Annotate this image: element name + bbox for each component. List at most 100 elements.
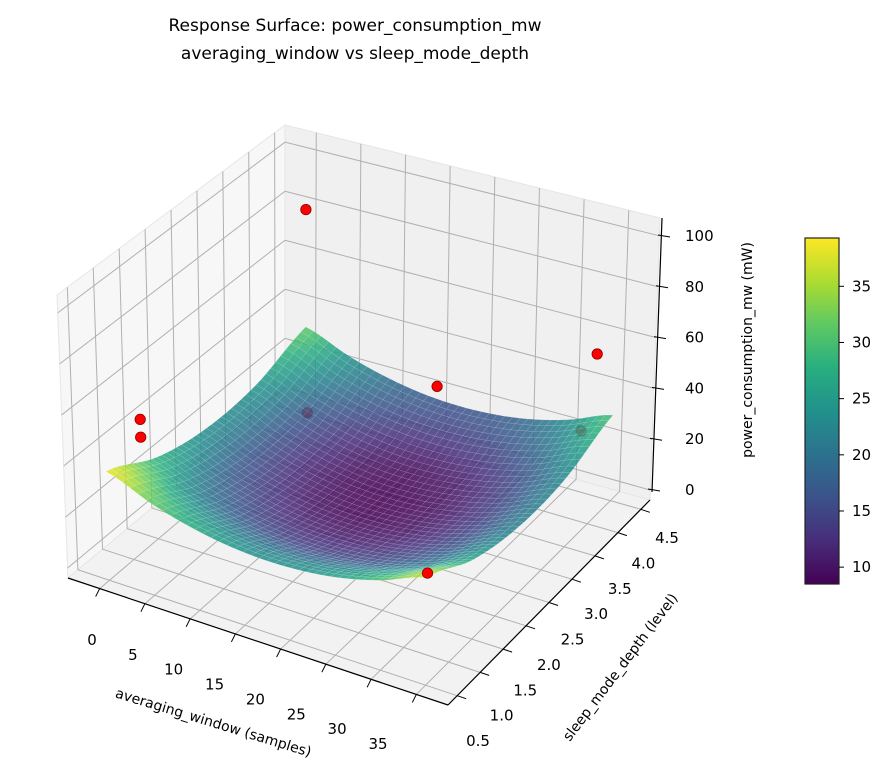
x-tick-label: 30 bbox=[328, 720, 347, 738]
grid-line-y-floor bbox=[77, 569, 458, 697]
grid-line-x-backwall bbox=[445, 165, 451, 443]
y-tick-label: 4.0 bbox=[631, 554, 655, 572]
z-tick-mark bbox=[657, 234, 671, 238]
y-tick-label: 2.5 bbox=[561, 631, 585, 649]
surface-patch bbox=[520, 512, 534, 519]
surface-patch bbox=[446, 564, 460, 567]
surface-patch bbox=[496, 533, 511, 539]
grid-line-z-leftwall bbox=[59, 190, 286, 365]
colorbar-tick-label: 15 bbox=[852, 502, 871, 520]
data-point bbox=[300, 204, 312, 216]
data-point bbox=[431, 380, 443, 392]
y-tick-mark bbox=[502, 648, 513, 653]
y-tick-label: 2.0 bbox=[537, 656, 561, 674]
surface-patch bbox=[437, 567, 450, 570]
z-tick-mark bbox=[649, 437, 663, 441]
surface-patch bbox=[534, 498, 548, 505]
surface-patch bbox=[455, 561, 469, 565]
grid-line-z-backwall bbox=[284, 288, 655, 389]
colorbar-gradient bbox=[804, 237, 840, 585]
x-tick-label: 35 bbox=[368, 735, 387, 753]
y-tick-mark bbox=[525, 625, 536, 630]
y-tick-mark bbox=[479, 671, 490, 676]
colorbar-tick-label: 20 bbox=[852, 446, 871, 464]
x-tick-mark bbox=[276, 648, 282, 658]
x-tick-mark bbox=[366, 679, 372, 688]
surface-patch bbox=[492, 537, 507, 542]
z-tick-label: 60 bbox=[685, 329, 704, 347]
surface-patch bbox=[557, 471, 572, 479]
surface-patch bbox=[548, 483, 562, 490]
axis-lines bbox=[67, 217, 671, 706]
grid-line-z-leftwall bbox=[63, 288, 286, 467]
y-tick-mark bbox=[571, 578, 582, 583]
z-tick-mark bbox=[647, 488, 661, 492]
grid-line-y-leftwall bbox=[274, 132, 276, 406]
grid-line-z-leftwall bbox=[57, 141, 286, 314]
z-tick-mark bbox=[653, 336, 667, 340]
surface-patch bbox=[460, 559, 474, 563]
z-tick-label: 0 bbox=[685, 481, 695, 499]
grid-line-y-leftwall bbox=[196, 190, 202, 467]
x-tick-mark bbox=[140, 603, 146, 612]
surface-patch bbox=[552, 477, 567, 484]
x-tick-mark bbox=[185, 618, 191, 628]
data-point bbox=[134, 413, 146, 425]
surface-patch bbox=[487, 540, 502, 546]
chart-title: Response Surface: power_consumption_mw bbox=[168, 16, 541, 36]
x-tick-mark bbox=[321, 663, 327, 673]
colorbar-tick-label: 25 bbox=[852, 390, 871, 408]
tick-labels: 0 5 10 15 20 25 30 35 0.51.0 1.52.02.5 3.03.5 4.04.… bbox=[87, 227, 713, 753]
grid-line-x-backwall bbox=[401, 154, 407, 431]
grid-line-z-backwall bbox=[284, 141, 660, 237]
surface-patch bbox=[451, 563, 464, 566]
colorbar: 10 15 20 25 30 35 bbox=[804, 237, 871, 585]
grid-line-z-backwall bbox=[284, 239, 656, 338]
x-tick-label: 25 bbox=[287, 705, 306, 723]
x-tick-label: 5 bbox=[128, 646, 138, 664]
x-tick-label: 20 bbox=[246, 690, 265, 708]
scatter-points-front bbox=[134, 204, 603, 579]
y-tick-label: 3.5 bbox=[608, 580, 632, 598]
y-axis-label: sleep_mode_depth (level) bbox=[560, 591, 681, 745]
colorbar-tick-label: 10 bbox=[852, 558, 871, 576]
y-tick-label: 3.0 bbox=[584, 605, 608, 623]
x-tick-mark bbox=[230, 633, 236, 643]
grid-line-z-leftwall bbox=[65, 337, 286, 518]
x-axis-line bbox=[67, 577, 449, 706]
z-axis-label: power_consumption_mw (mW) bbox=[740, 242, 756, 458]
z-tick-mark bbox=[651, 386, 665, 390]
z-tick-label: 80 bbox=[685, 278, 704, 296]
grid-line-z-leftwall bbox=[61, 239, 286, 416]
grid-line-z-backwall bbox=[284, 190, 658, 288]
x-axis-label: averaging_window (samples) bbox=[113, 686, 313, 761]
data-point bbox=[135, 431, 147, 443]
data-point bbox=[591, 348, 603, 360]
y-tick-label: 1.5 bbox=[513, 681, 537, 699]
z-tick-mark bbox=[655, 285, 669, 289]
surface-patch bbox=[464, 556, 479, 560]
y-tick-mark bbox=[640, 508, 650, 513]
surface-patch bbox=[432, 568, 446, 572]
grid-line-y-leftwall bbox=[170, 209, 177, 488]
grid-line-y-floor bbox=[102, 548, 481, 673]
x-tick-mark bbox=[411, 694, 417, 703]
surface-patch bbox=[538, 493, 553, 500]
grid-line-y-leftwall bbox=[66, 287, 79, 570]
y-tick-label: 1.0 bbox=[490, 707, 514, 725]
grid-line-y-leftwall bbox=[248, 152, 251, 426]
surface-patch bbox=[441, 566, 455, 569]
x-tick-label: 10 bbox=[164, 661, 183, 679]
colorbar-tick-label: 30 bbox=[852, 334, 871, 352]
x-tick-label: 15 bbox=[205, 676, 224, 694]
z-tick-label: 100 bbox=[685, 227, 714, 245]
response-surface bbox=[105, 326, 614, 581]
x-tick-mark bbox=[95, 588, 101, 597]
y-tick-mark bbox=[594, 555, 605, 560]
z-tick-label: 40 bbox=[685, 379, 704, 397]
grid-line-y-floor bbox=[127, 528, 504, 650]
z-tick-label: 20 bbox=[685, 430, 704, 448]
y-tick-label: 0.5 bbox=[466, 732, 490, 750]
chart-subtitle: averaging_window vs sleep_mode_depth bbox=[181, 44, 529, 64]
